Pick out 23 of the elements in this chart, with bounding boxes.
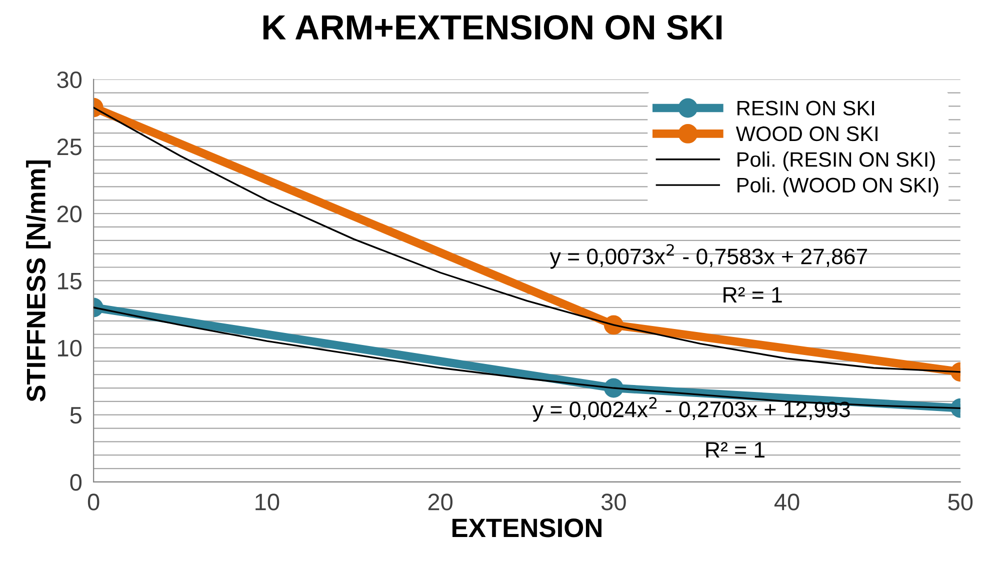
y-axis-title: STIFFNESS [N/mm] (26, 160, 51, 402)
y-tick-label: 15 (58, 272, 82, 290)
legend-label: RESIN ON SKI (738, 100, 874, 116)
y-tick-label: 20 (57, 206, 82, 222)
y-tick-label: 25 (57, 138, 82, 156)
y-tick-label: 10 (58, 340, 82, 357)
y-tick-label: 5 (70, 407, 82, 424)
annotation: y = 0,0073x$^{2}$ - 0,7583x + 27,867 (550, 244, 868, 269)
x-axis-title: EXTENSION (452, 518, 602, 538)
legend-label: Poli. (RESIN ON SKI) (738, 152, 935, 171)
legend-label: WOOD ON SKI (736, 126, 878, 142)
x-tick-label: 50 (948, 494, 973, 510)
y-tick-label: 30 (57, 71, 82, 88)
chart-title: K ARM+EXTENSION ON SKI (263, 15, 722, 40)
x-tick-label: 10 (256, 494, 280, 510)
x-tick-label: 0 (88, 494, 100, 510)
x-tick-label: 20 (428, 494, 453, 510)
x-tick-label: 40 (774, 494, 800, 510)
annotation: R² = 1 (724, 287, 782, 303)
x-tick-label: 30 (601, 494, 626, 510)
annotation: R² = 1 (706, 442, 764, 458)
y-tick-label: 0 (70, 474, 82, 491)
legend-label: Poli. (WOOD ON SKI) (738, 177, 938, 197)
